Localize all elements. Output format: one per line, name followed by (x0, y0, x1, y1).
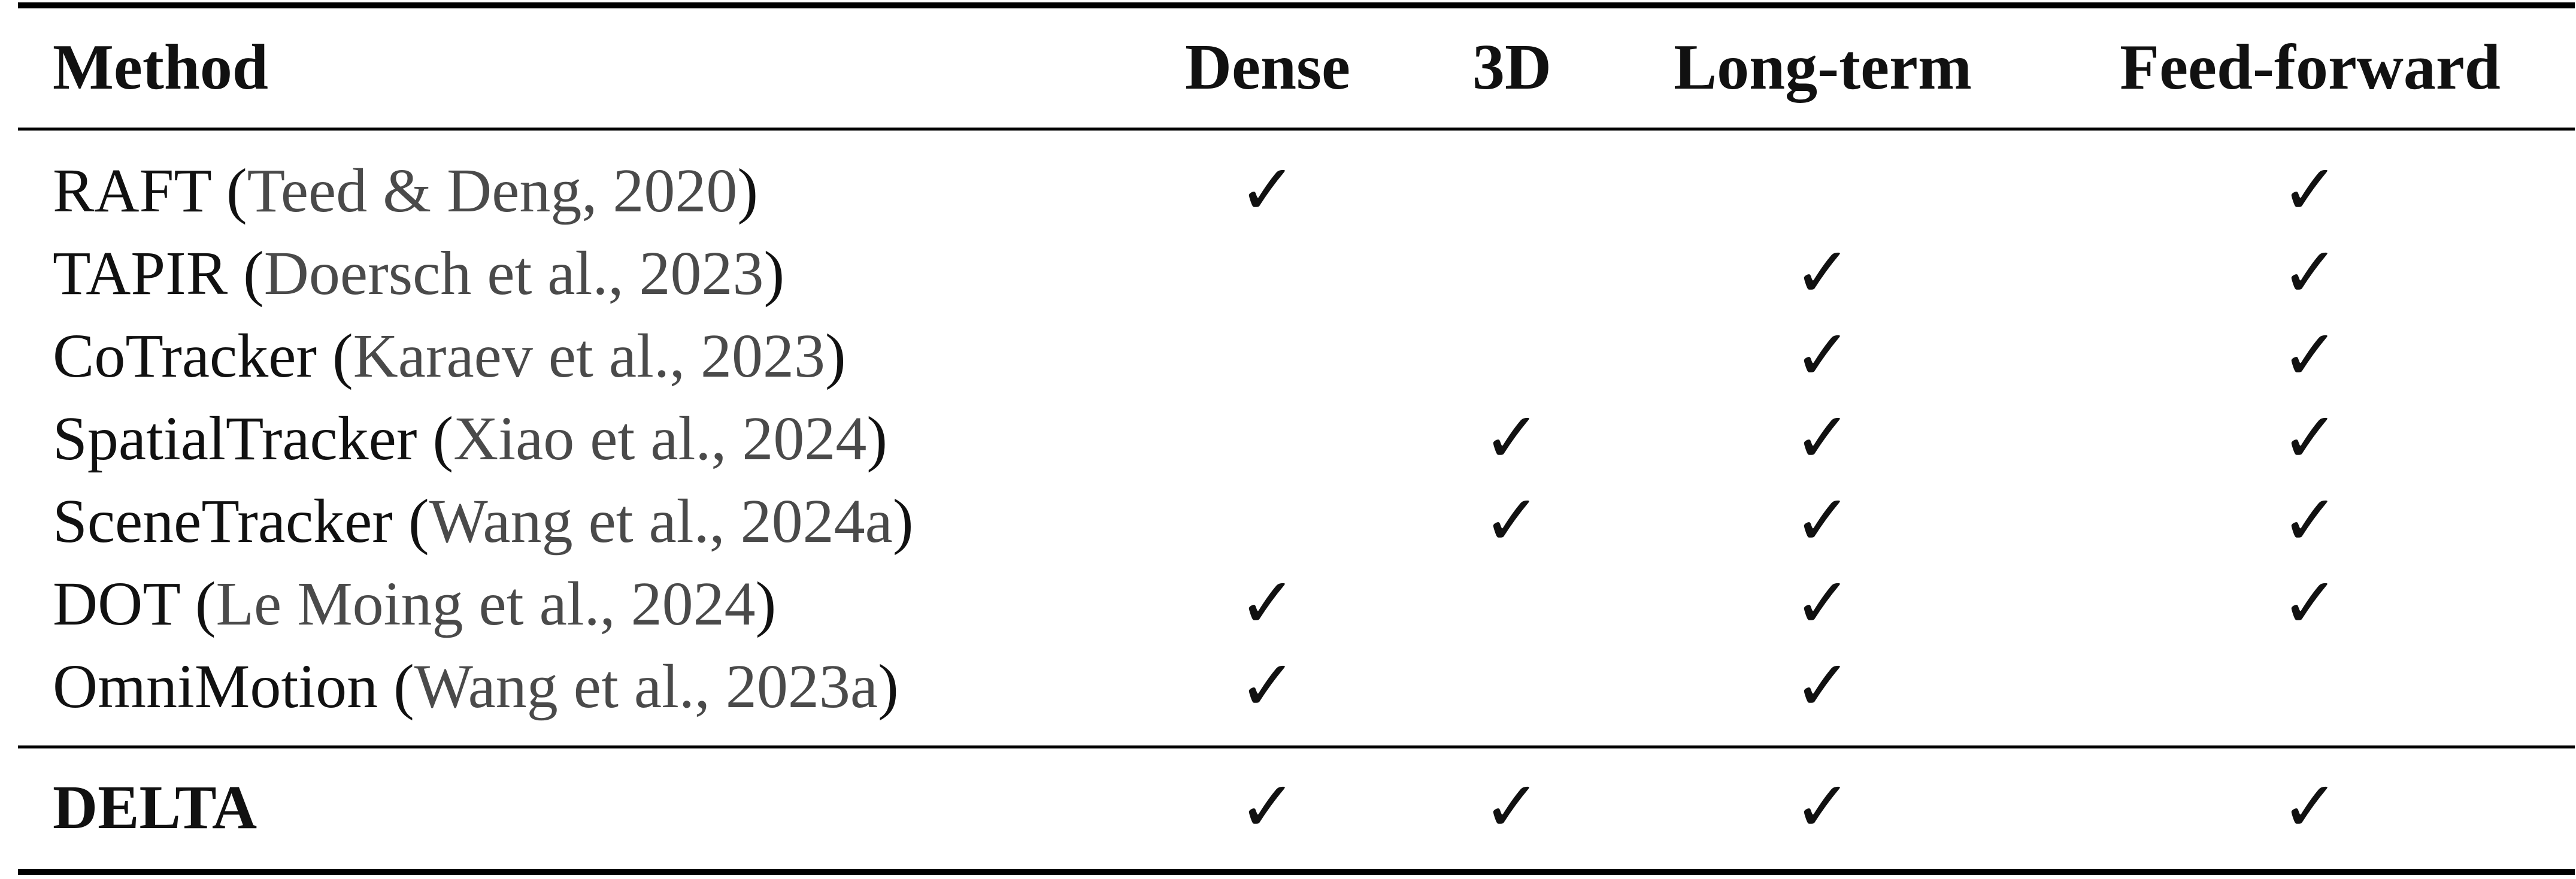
three-d-cell (1449, 563, 1575, 645)
check-icon: ✓ (2281, 153, 2339, 229)
long-term-cell: ✓ (1649, 232, 1996, 315)
method-name: TAPIR (53, 239, 228, 308)
feed-forward-cell: ✓ (2083, 150, 2538, 232)
dense-cell: ✓ (1175, 150, 1360, 232)
final-row-rule (18, 745, 2575, 748)
check-icon: ✓ (2281, 318, 2339, 395)
check-icon: ✓ (1483, 769, 1541, 846)
feed-forward-cell: ✓ (2083, 315, 2538, 398)
feed-forward-cell: ✓ (2083, 766, 2538, 849)
bottom-rule (18, 869, 2575, 875)
method-name: DELTA (53, 773, 257, 842)
long-term-cell (1649, 150, 1996, 232)
dense-cell: ✓ (1175, 766, 1360, 849)
citation-link[interactable]: Wang et al., 2024a (429, 487, 893, 556)
three-d-cell: ✓ (1449, 398, 1575, 480)
header-rule (18, 128, 2575, 131)
header-3d: 3D (1472, 32, 1551, 103)
check-icon: ✓ (1793, 401, 1852, 477)
check-icon: ✓ (1793, 483, 1852, 560)
table-row: TAPIR (Doersch et al., 2023) ✓ ✓ (0, 232, 2576, 315)
header-dense: Dense (1185, 32, 1350, 103)
three-d-cell (1449, 150, 1575, 232)
header-method: Method (53, 32, 268, 103)
long-term-cell: ✓ (1649, 645, 1996, 728)
method-name: OmniMotion (53, 652, 378, 721)
feed-forward-cell: ✓ (2083, 232, 2538, 315)
feed-forward-cell: ✓ (2083, 563, 2538, 645)
dense-cell (1175, 232, 1360, 315)
method-name: DOT (53, 569, 180, 638)
citation-link[interactable]: Le Moing et al., 2024 (216, 569, 756, 638)
check-icon: ✓ (1483, 483, 1541, 560)
method-name: SpatialTracker (53, 404, 417, 473)
three-d-cell: ✓ (1449, 480, 1575, 563)
dense-cell: ✓ (1175, 645, 1360, 728)
header-long-term: Long-term (1674, 32, 1972, 103)
check-icon: ✓ (1238, 648, 1297, 725)
table-row: SceneTracker (Wang et al., 2024a) ✓ ✓ ✓ (0, 480, 2576, 563)
long-term-cell: ✓ (1649, 398, 1996, 480)
long-term-cell: ✓ (1649, 563, 1996, 645)
three-d-cell (1449, 232, 1575, 315)
check-icon: ✓ (1238, 769, 1297, 846)
method-cell: DOT (Le Moing et al., 2024) (53, 569, 777, 638)
citation-link[interactable]: Xiao et al., 2024 (453, 404, 867, 473)
method-cell: OmniMotion (Wang et al., 2023a) (53, 652, 899, 721)
check-icon: ✓ (1793, 235, 1852, 312)
method-name: CoTracker (53, 322, 317, 390)
feed-forward-cell: ✓ (2083, 398, 2538, 480)
method-name: RAFT (53, 156, 211, 225)
citation-link[interactable]: Doersch et al., 2023 (263, 239, 764, 308)
table-row: RAFT (Teed & Deng, 2020) ✓ ✓ (0, 150, 2576, 232)
check-icon: ✓ (2281, 769, 2339, 846)
header-feed-forward: Feed-forward (2120, 32, 2501, 103)
dense-cell (1175, 480, 1360, 563)
long-term-cell: ✓ (1649, 315, 1996, 398)
table-row: CoTracker (Karaev et al., 2023) ✓ ✓ (0, 315, 2576, 398)
citation-link[interactable]: Teed & Deng, 2020 (247, 156, 738, 225)
three-d-cell: ✓ (1449, 766, 1575, 849)
check-icon: ✓ (1483, 401, 1541, 477)
table-header-row: Method Dense 3D Long-term Feed-forward (0, 26, 2576, 109)
method-cell: SceneTracker (Wang et al., 2024a) (53, 487, 914, 556)
check-icon: ✓ (2281, 235, 2339, 312)
long-term-cell: ✓ (1649, 766, 1996, 849)
method-name: SceneTracker (53, 487, 393, 556)
dense-cell (1175, 398, 1360, 480)
table-row: SpatialTracker (Xiao et al., 2024) ✓ ✓ ✓ (0, 398, 2576, 480)
long-term-cell: ✓ (1649, 480, 1996, 563)
dense-cell: ✓ (1175, 563, 1360, 645)
check-icon: ✓ (1238, 153, 1297, 229)
three-d-cell (1449, 645, 1575, 728)
final-row: DELTA ✓ ✓ ✓ ✓ (0, 766, 2576, 849)
check-icon: ✓ (1793, 648, 1852, 725)
citation-link[interactable]: Wang et al., 2023a (414, 652, 878, 721)
check-icon: ✓ (2281, 566, 2339, 642)
method-cell: TAPIR (Doersch et al., 2023) (53, 239, 785, 308)
check-icon: ✓ (1238, 566, 1297, 642)
three-d-cell (1449, 315, 1575, 398)
check-icon: ✓ (1793, 318, 1852, 395)
feed-forward-cell: ✓ (2083, 480, 2538, 563)
table-row: OmniMotion (Wang et al., 2023a) ✓ ✓ (0, 645, 2576, 728)
top-rule (18, 2, 2575, 8)
method-cell: CoTracker (Karaev et al., 2023) (53, 322, 846, 390)
check-icon: ✓ (2281, 483, 2339, 560)
method-cell: DELTA (53, 766, 257, 849)
check-icon: ✓ (1793, 566, 1852, 642)
check-icon: ✓ (2281, 401, 2339, 477)
dense-cell (1175, 315, 1360, 398)
table-row: DOT (Le Moing et al., 2024) ✓ ✓ ✓ (0, 563, 2576, 645)
method-cell: RAFT (Teed & Deng, 2020) (53, 156, 758, 225)
method-cell: SpatialTracker (Xiao et al., 2024) (53, 404, 888, 473)
feed-forward-cell (2083, 645, 2538, 728)
citation-link[interactable]: Karaev et al., 2023 (353, 322, 825, 390)
check-icon: ✓ (1793, 769, 1852, 846)
